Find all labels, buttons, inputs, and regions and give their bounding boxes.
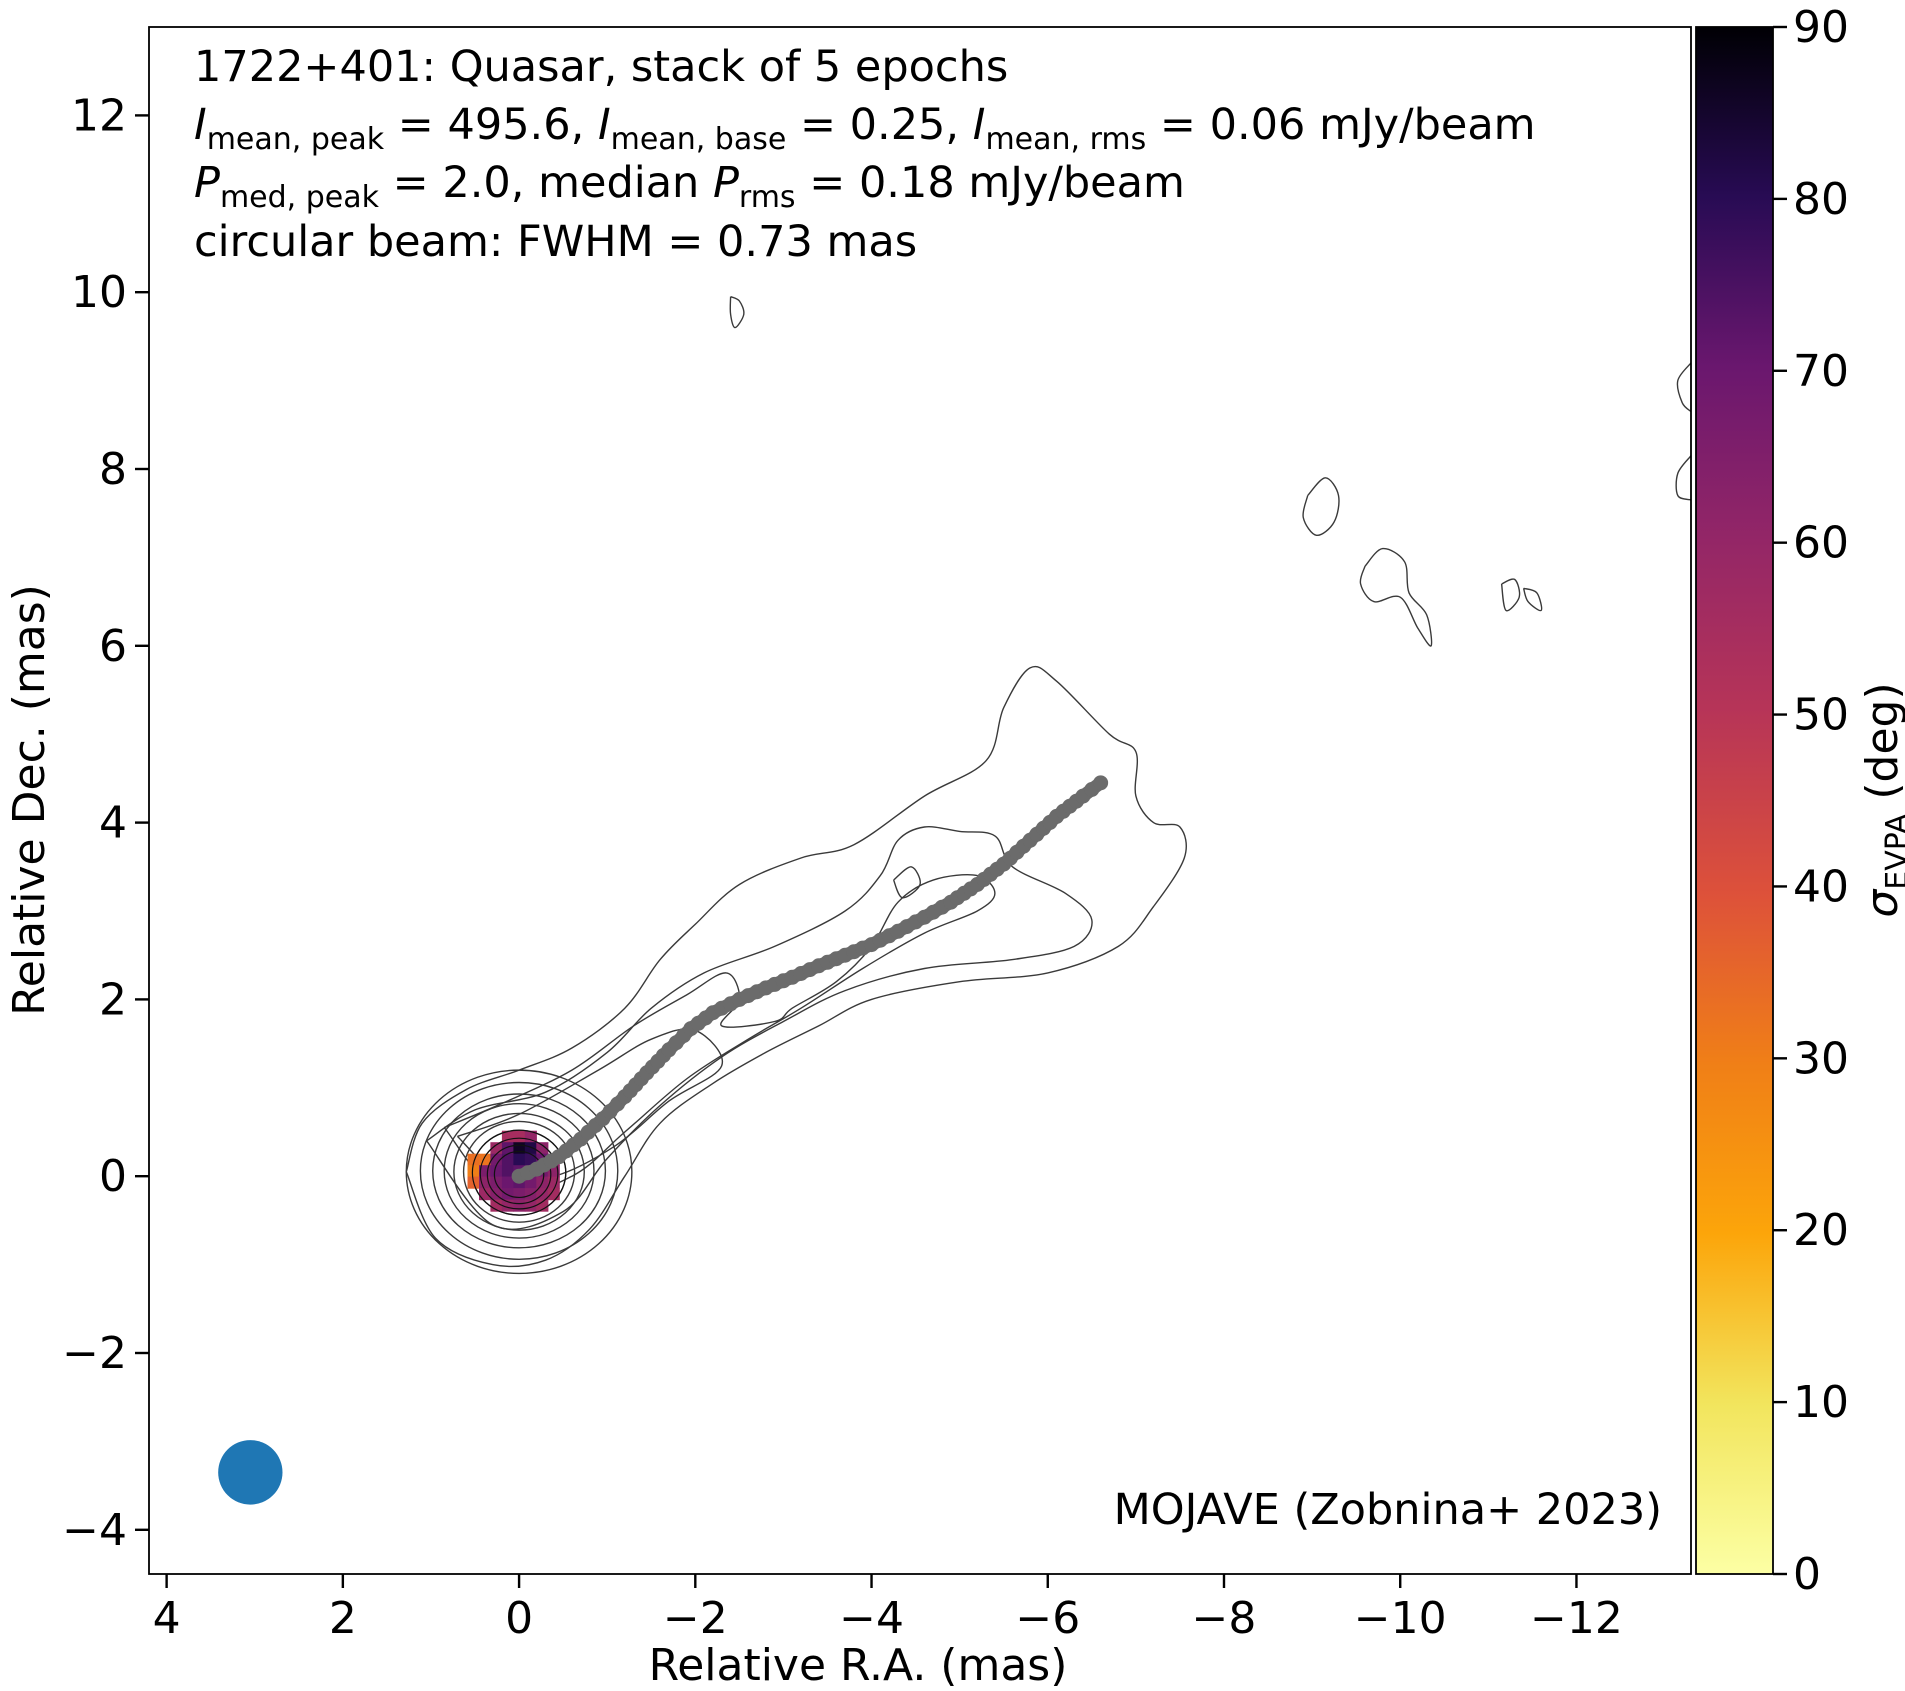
y-tick-label: −4 <box>62 1505 127 1556</box>
y-tick-label: 12 <box>71 90 127 141</box>
x-axis: 4 2 0 −2 −4 −6 −8 −10 −12 <box>153 1574 1623 1644</box>
x-tick-label: −4 <box>839 1593 904 1644</box>
core-contour-inner <box>479 1137 559 1210</box>
jet-ridgeline <box>511 775 1109 1184</box>
evpa-pixel <box>524 1130 537 1143</box>
info-line-source: 1722+401: Quasar, stack of 5 epochs <box>194 42 1008 92</box>
info-line-polarization: Pmed, peak = 2.0, median Prms = 0.18 mJy… <box>194 158 1185 215</box>
jet-contour <box>443 874 996 1197</box>
info-line-intensity: Imean, peak = 495.6, Imean, base = 0.25,… <box>194 100 1536 157</box>
evpa-pixel <box>501 1165 514 1178</box>
evpa-pixel <box>513 1130 526 1143</box>
jet-contour <box>405 665 1187 1268</box>
evpa-pixel <box>501 1153 514 1166</box>
ridgeline-point <box>1093 775 1109 791</box>
colorbar-tick-label: 60 <box>1793 518 1849 569</box>
evpa-pixel <box>467 1165 480 1178</box>
colorbar: 0 10 20 30 40 50 60 70 80 90 σEVPA (deg) <box>1695 2 1905 1600</box>
plot-area <box>218 295 1691 1505</box>
x-tick-label: −2 <box>663 1593 728 1644</box>
colorbar-tick-label: 50 <box>1793 690 1849 741</box>
evpa-pixel <box>501 1142 514 1155</box>
evpa-pixel <box>501 1176 514 1189</box>
credit-label: MOJAVE (Zobnina+ 2023) <box>1114 1485 1662 1535</box>
evpa-pixel <box>513 1153 526 1166</box>
plot-frame <box>148 26 1692 1575</box>
outer-contour <box>1359 547 1433 647</box>
y-tick-label: −2 <box>62 1328 127 1379</box>
core-contour <box>462 1120 576 1223</box>
info-line-beam: circular beam: FWHM = 0.73 mas <box>194 217 917 267</box>
beam-ellipse <box>218 1440 283 1505</box>
evpa-pixel <box>536 1199 549 1212</box>
colorbar-tick-label: 70 <box>1793 346 1849 397</box>
colorbar-title: σEVPA (deg) <box>1857 682 1905 917</box>
evpa-pixel <box>513 1199 526 1212</box>
evpa-pixel <box>524 1142 537 1155</box>
x-tick-label: −10 <box>1354 1593 1447 1644</box>
evpa-pixel <box>501 1188 514 1201</box>
core-contour <box>453 1112 585 1231</box>
colorbar-tick-label: 20 <box>1793 1205 1849 1256</box>
core-contour-inner <box>493 1150 545 1199</box>
colorbar-tick-label: 80 <box>1793 174 1849 225</box>
jet-contour <box>892 866 921 899</box>
x-tick-label: −8 <box>1192 1593 1257 1644</box>
outer-contour <box>729 295 745 329</box>
outer-contour <box>1675 455 1691 501</box>
x-tick-label: 2 <box>329 1593 357 1644</box>
outer-contour <box>1676 362 1691 413</box>
core-contour-inner <box>471 1129 567 1216</box>
outer-contour <box>1500 578 1521 612</box>
y-tick-label: 8 <box>99 444 127 495</box>
y-tick-label: 10 <box>71 267 127 318</box>
colorbar-tick-label: 0 <box>1793 1549 1821 1600</box>
core-contour <box>419 1081 619 1260</box>
x-tick-label: 4 <box>153 1593 181 1644</box>
core-contour <box>432 1093 607 1249</box>
y-tick-label: 0 <box>99 1151 127 1202</box>
evpa-pixel <box>490 1165 503 1178</box>
colorbar-tick-label: 90 <box>1793 2 1849 53</box>
outer-contour <box>1522 587 1543 612</box>
y-tick-label: 2 <box>99 974 127 1025</box>
beam-circle <box>218 1440 283 1505</box>
outer-contour <box>1302 477 1340 537</box>
y-tick-label: 4 <box>99 798 127 849</box>
colorbar-ticks: 0 10 20 30 40 50 60 70 80 90 <box>1773 2 1849 1600</box>
evpa-pixel <box>513 1142 526 1155</box>
info-block: 1722+401: Quasar, stack of 5 epochs Imea… <box>194 42 1536 267</box>
colorbar-tick-label: 30 <box>1793 1033 1849 1084</box>
evpa-pixel <box>513 1188 526 1201</box>
evpa-pixel <box>479 1188 492 1201</box>
jet-contour <box>426 826 1093 1230</box>
x-tick-label: −6 <box>1015 1593 1080 1644</box>
evpa-pixel <box>501 1130 514 1143</box>
core-contour-inner <box>486 1144 552 1205</box>
evpa-pixel <box>467 1153 480 1166</box>
x-tick-label: −12 <box>1530 1593 1623 1644</box>
colorbar-gradient <box>1695 26 1774 1575</box>
x-axis-title: Relative R.A. (mas) <box>649 1640 1068 1691</box>
x-tick-label: 0 <box>505 1593 533 1644</box>
y-axis: −4 −2 0 2 4 6 8 10 12 <box>62 90 149 1556</box>
y-axis-title: Relative Dec. (mas) <box>4 584 55 1016</box>
colorbar-tick-label: 40 <box>1793 861 1849 912</box>
colorbar-tick-label: 10 <box>1793 1377 1849 1428</box>
y-tick-label: 6 <box>99 621 127 672</box>
core-contour <box>443 1103 595 1239</box>
